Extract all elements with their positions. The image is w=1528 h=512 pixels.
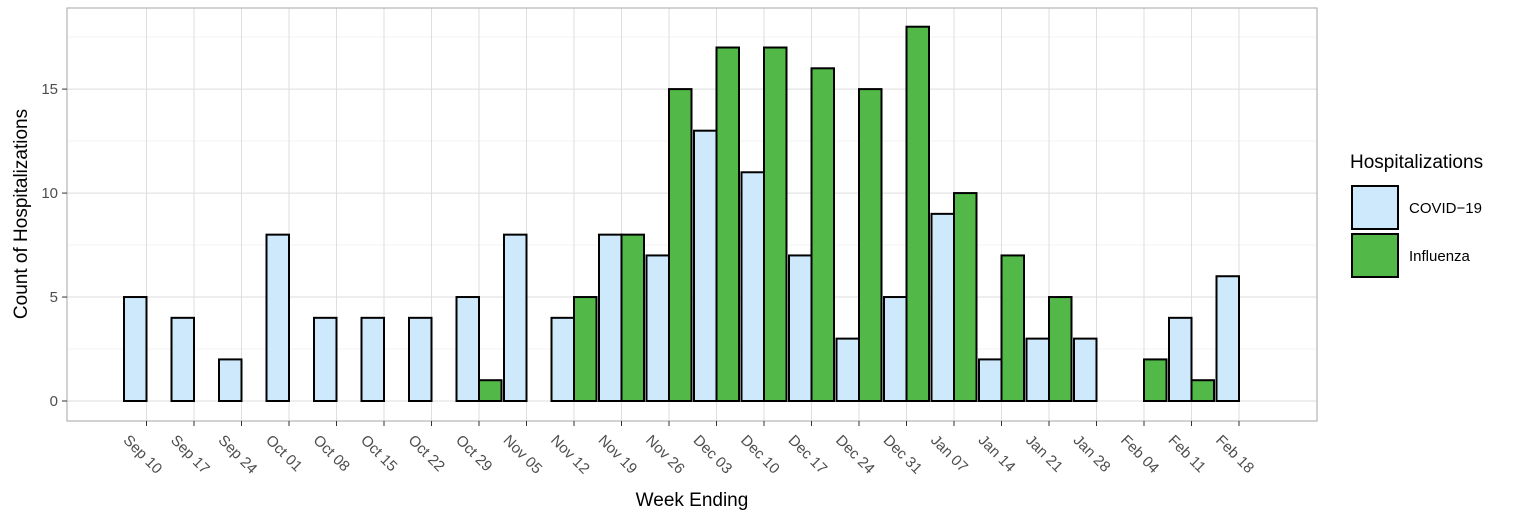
x-tick-label: Dec 31 [880, 432, 926, 478]
bar-covid [788, 254, 813, 402]
x-tick-label: Oct 15 [357, 432, 400, 475]
x-tick-label: Nov 19 [595, 432, 641, 478]
y-axis-title: Count of Hospitalizations [11, 109, 32, 319]
bar-covid [170, 316, 195, 403]
x-tick-label: Oct 01 [262, 432, 305, 475]
x-tick-label: Feb 04 [1117, 432, 1162, 477]
bar-covid [883, 296, 908, 402]
x-tick-label: Oct 22 [405, 432, 448, 475]
x-tick-label: Nov 12 [547, 432, 593, 478]
bar-influenza [620, 233, 645, 402]
bar-influenza [478, 379, 503, 403]
legend-key-covid [1351, 185, 1399, 230]
bar-influenza [715, 46, 740, 403]
bar-covid [598, 233, 623, 402]
bar-covid [1215, 275, 1240, 402]
bar-influenza [905, 25, 930, 402]
x-axis: Sep 10 Sep 17 Sep 24 Oct 01 Oct 08 Oct 15 Oct … [120, 421, 1257, 478]
bar-covid [408, 316, 433, 403]
bar-covid [930, 212, 955, 402]
bar-covid [455, 296, 480, 402]
x-tick-label: Dec 10 [737, 432, 783, 478]
bar-covid [1073, 337, 1098, 402]
bar-influenza [810, 67, 835, 403]
x-tick-label: Feb 18 [1212, 432, 1257, 477]
x-axis-title: Week Ending [636, 490, 749, 511]
x-tick-label: Sep 24 [215, 432, 261, 478]
bar-influenza [668, 88, 693, 402]
y-axis: 0 5 10 15 [41, 81, 67, 410]
legend-label-covid: COVID−19 [1409, 200, 1482, 217]
y-tick-label: 10 [41, 185, 58, 202]
x-tick-label: Nov 05 [500, 432, 546, 478]
bar-influenza [1048, 296, 1073, 402]
y-tick-label: 5 [50, 289, 58, 306]
y-tick-label: 0 [50, 393, 58, 410]
bars [123, 25, 1240, 403]
bar-covid [978, 358, 1003, 402]
x-tick-label: Dec 17 [785, 432, 831, 478]
legend-key-influenza [1351, 233, 1399, 278]
bar-covid [313, 316, 338, 403]
legend: Hospitalizations COVID−19 Influenza [1350, 152, 1483, 278]
bar-influenza [763, 46, 788, 403]
bar-influenza [953, 192, 978, 402]
bar-covid [740, 171, 765, 402]
bar-covid [693, 129, 718, 403]
bar-covid [503, 233, 528, 402]
x-tick-label: Jan 14 [975, 432, 1019, 476]
bar-influenza [858, 88, 883, 402]
bar-influenza [1000, 254, 1025, 402]
legend-label-influenza: Influenza [1409, 248, 1471, 265]
bar-covid [123, 296, 148, 402]
bar-covid [218, 358, 243, 402]
bar-influenza [573, 296, 598, 402]
bar-covid [835, 337, 860, 402]
bar-covid [1168, 316, 1193, 403]
bar-covid [265, 233, 290, 402]
bar-influenza [1143, 358, 1168, 402]
x-tick-label: Oct 08 [310, 432, 353, 475]
bar-covid [1025, 337, 1050, 402]
x-tick-label: Jan 07 [927, 432, 971, 476]
x-tick-label: Dec 03 [690, 432, 736, 478]
x-tick-label: Sep 10 [120, 432, 166, 478]
bar-influenza [1190, 379, 1215, 403]
x-tick-label: Sep 17 [167, 432, 213, 478]
x-tick-label: Jan 21 [1022, 432, 1066, 476]
y-tick-label: 15 [41, 81, 58, 98]
x-tick-label: Jan 28 [1070, 432, 1114, 476]
x-tick-label: Feb 11 [1165, 432, 1209, 476]
plot-panel-border [66, 7, 1318, 422]
bar-covid [550, 316, 575, 403]
bar-covid [645, 254, 670, 402]
bar-covid [360, 316, 385, 403]
x-tick-label: Nov 26 [642, 432, 688, 478]
x-tick-label: Dec 24 [832, 432, 878, 478]
legend-title: Hospitalizations [1350, 152, 1483, 173]
x-tick-label: Oct 29 [452, 432, 495, 475]
